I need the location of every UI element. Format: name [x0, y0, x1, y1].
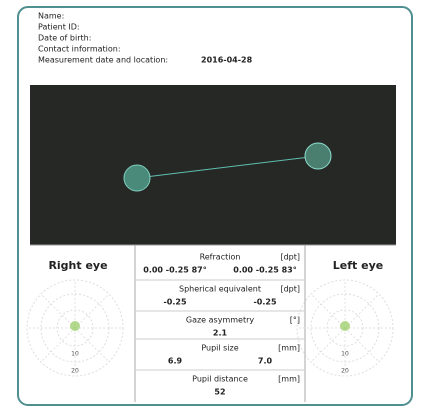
row-value: 6.9	[168, 357, 183, 366]
row-value: -0.25	[253, 298, 276, 307]
eye-image	[30, 85, 396, 245]
row-unit: [mm]	[278, 344, 300, 353]
row-label: Refraction	[200, 253, 241, 262]
ring-label: 10	[341, 351, 349, 358]
right-pupil	[124, 165, 150, 191]
measurement-date: 2016-04-28	[201, 56, 253, 65]
right-eye-title: Right eye	[48, 259, 107, 272]
row-value: 7.0	[258, 357, 273, 366]
patient-id-field: Patient ID:	[38, 23, 80, 32]
row-value: 2.1	[213, 329, 228, 338]
row-value: 0.00 -0.25 87°	[143, 266, 207, 275]
row-label: Gaze asymmetry	[186, 316, 255, 325]
row-value: -0.25	[163, 298, 186, 307]
row-label: Pupil size	[201, 344, 238, 353]
row-value: 0.00 -0.25 83°	[233, 266, 297, 275]
row-label: Spherical equivalent	[179, 285, 261, 294]
fixation-cluster	[70, 321, 80, 331]
report: Name: Patient ID: Date of birth: Contact…	[0, 0, 425, 413]
contact-field: Contact information:	[38, 45, 121, 54]
row-unit: [dpt]	[280, 253, 300, 262]
row-label: Pupil distance	[192, 375, 248, 384]
measurement-label: Measurement date and location:	[38, 56, 168, 65]
row-unit: [dpt]	[280, 285, 300, 294]
right-eye-plot: 10 20	[27, 280, 123, 376]
row-value: 52	[214, 388, 225, 397]
ring-label: 10	[71, 351, 79, 358]
name-field: Name:	[38, 12, 64, 21]
left-pupil	[305, 143, 331, 169]
ring-label: 20	[71, 368, 79, 375]
dob-field: Date of birth:	[38, 34, 91, 43]
ring-label: 20	[341, 368, 349, 375]
row-unit: [mm]	[278, 375, 300, 384]
left-eye-title: Left eye	[333, 259, 383, 272]
fixation-cluster	[340, 321, 350, 331]
